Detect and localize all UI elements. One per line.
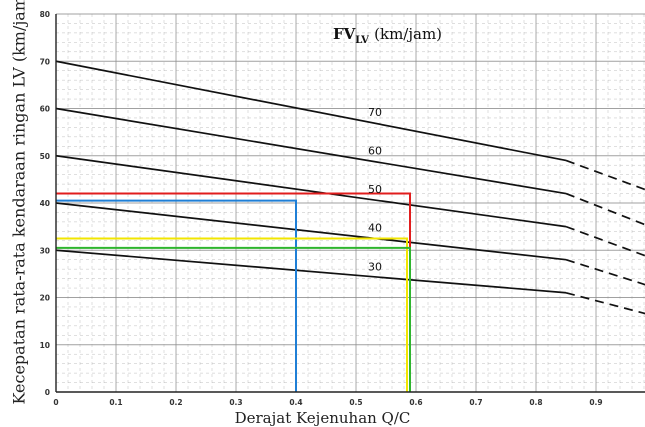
- reference-lines: [56, 192, 411, 392]
- y-tick-label: 30: [40, 246, 50, 255]
- y-tick-label: 20: [40, 294, 50, 303]
- series-label-40: 40: [368, 222, 382, 235]
- x-tick-label: 0.8: [529, 398, 542, 407]
- reference-line-1: [56, 199, 297, 392]
- curve-60: [55, 107, 567, 195]
- x-tick-label: 0.2: [169, 398, 182, 407]
- curve-30-extension: [565, 291, 645, 315]
- y-tick-label: 40: [40, 199, 50, 208]
- curve-30: [55, 249, 567, 294]
- curve-50: [55, 154, 567, 228]
- curve-70-extension: [565, 159, 645, 191]
- y-tick-label: 0: [45, 388, 50, 397]
- reference-line-3: [56, 246, 411, 392]
- legend-title-main: FV: [333, 25, 356, 43]
- y-tick-label: 80: [40, 10, 50, 19]
- axes: [55, 14, 645, 393]
- grid: [55, 13, 645, 393]
- series-label-50: 50: [368, 183, 382, 196]
- curve-60-extension: [565, 192, 645, 226]
- y-tick-label: 10: [40, 341, 50, 350]
- legend-title: FVLV (km/jam): [333, 25, 442, 46]
- series-label-30: 30: [368, 260, 382, 273]
- x-axis-label: Derajat Kejenuhan Q/C: [234, 409, 411, 427]
- x-tick-label: 0: [53, 398, 58, 407]
- series-label-70: 70: [368, 106, 382, 119]
- reference-line-2: [56, 237, 408, 392]
- series-labels: 70 60 50 40 30: [368, 106, 382, 273]
- series-curves: [55, 60, 645, 315]
- curve-40-extension: [565, 258, 645, 286]
- y-tick-label: 50: [40, 152, 50, 161]
- x-tick-label: 0.4: [289, 398, 302, 407]
- x-tick-label: 0.5: [349, 398, 362, 407]
- curve-40: [55, 202, 567, 261]
- tick-labels: 0 0.1 0.2 0.3 0.4 0.5 0.6 0.7 0.8 0.9 0 10 20 30 40 50 6…: [40, 10, 603, 407]
- x-tick-label: 0.7: [469, 398, 482, 407]
- x-tick-label: 0.6: [409, 398, 422, 407]
- y-tick-label: 70: [40, 57, 50, 66]
- x-tick-label: 0.3: [229, 398, 242, 407]
- y-tick-label: 60: [40, 105, 50, 114]
- series-label-60: 60: [368, 145, 382, 158]
- legend-title-sub: LV: [355, 35, 369, 46]
- y-axis-label: Kecepatan rata-rata kendaraan ringan LV …: [9, 0, 29, 405]
- curve-50-extension: [565, 225, 645, 257]
- curve-70: [55, 60, 567, 162]
- x-tick-label: 0.9: [589, 398, 602, 407]
- legend-title-unit: (km/jam): [374, 25, 443, 43]
- x-tick-label: 0.1: [109, 398, 122, 407]
